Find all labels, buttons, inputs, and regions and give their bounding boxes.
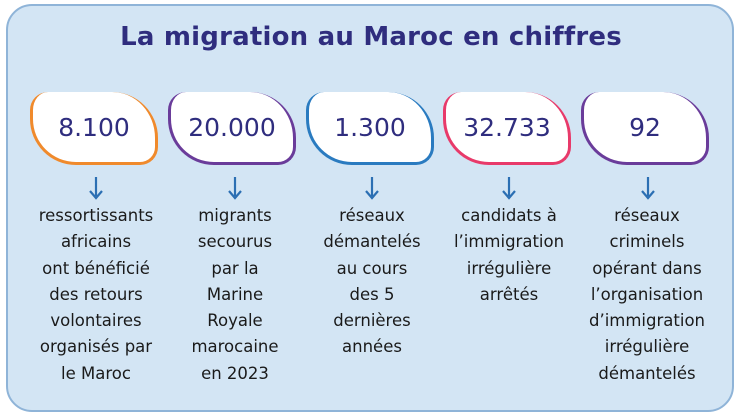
stat-description-line: au cours [336,258,408,278]
stat-description-line: organisés par [39,337,153,357]
stat-description-3: réseaux démantelés au cours des 5 derniè… [292,203,452,361]
arrow-down-icon [641,177,655,200]
stat-description-line: arrêtés [479,284,539,304]
stat-description-line: le Maroc [61,363,131,383]
stat-description-line: démantelés [598,363,696,383]
arrow-down-icon [502,177,516,200]
stat-description-line: ressortissants [38,206,154,225]
stat-description-2: migrants secourus par la Marine Royale m… [155,203,315,387]
stat-description-4: candidats à l’immigration irrégulière ar… [429,203,589,308]
infographic-panel [6,4,734,412]
stat-description-line: l’immigration [453,232,565,252]
stat-description-line: opérant dans [592,258,702,278]
stat-value-3: 1.300 [334,112,406,142]
arrow-down-icon [228,177,242,200]
stat-description-line: démantelés [323,232,421,252]
stat-description-line: irrégulière [466,258,552,278]
stat-card-5: 92 [581,92,709,165]
stat-description-line: années [342,337,402,357]
stat-description-line: par la [211,258,259,278]
stat-description-line: criminels [609,232,685,252]
stat-description-line: Royale [207,311,263,331]
stat-value-2: 20.000 [188,112,276,142]
stat-description-line: réseaux [339,206,405,225]
stat-description-line: l’organisation [590,284,704,304]
arrow-down-icon [365,177,379,200]
stat-value-4: 32.733 [463,112,551,142]
stat-description-line: irrégulière [604,337,690,357]
stat-description-line: Marine [206,284,264,304]
stat-description-line: volontaires [50,311,142,331]
arrow-down-icon [89,177,103,200]
stat-card-4: 32.733 [443,92,571,165]
stat-value-5: 92 [629,112,661,142]
stat-description-line: candidats à [461,206,557,225]
stat-description-line: dernières [333,311,411,331]
infographic-title: La migration au Maroc en chiffres [120,22,622,52]
stat-value-1: 8.100 [58,112,130,142]
stat-description-line: réseaux [614,206,680,225]
stat-description-5: réseaux criminels opérant dans l’organis… [567,203,727,387]
stat-description-line: d’immigration [588,311,705,331]
stat-card-3: 1.300 [306,92,434,165]
stat-description-line: des retours [49,284,143,304]
stat-description-line: secourus [197,232,273,252]
stat-description-line: marocaine [191,337,279,357]
stat-description-line: migrants [198,206,272,225]
stat-description-line: ont bénéficié [42,258,150,278]
stat-description-1: ressortissants africains ont bénéficié d… [16,203,176,387]
stat-description-line: en 2023 [201,363,269,383]
stat-card-1: 8.100 [30,92,158,165]
stat-description-line: des 5 [349,284,395,304]
stat-card-2: 20.000 [168,92,296,165]
stat-description-line: africains [60,232,132,252]
